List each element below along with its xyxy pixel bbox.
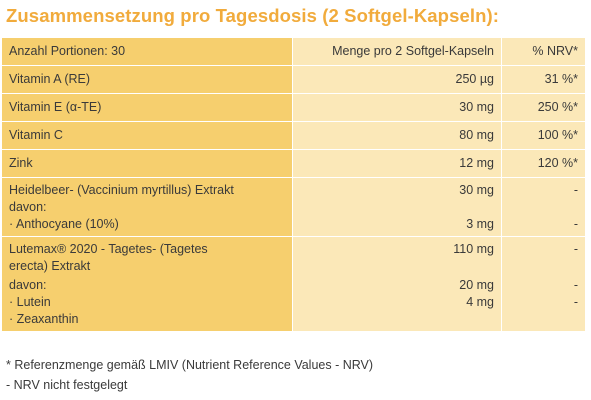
spacer xyxy=(300,258,494,277)
lutemax-sub-nrv: - xyxy=(573,278,578,292)
lutemax-nrv-cell: - - - xyxy=(501,236,586,332)
spacer xyxy=(300,311,494,328)
lutemax-nrv: - xyxy=(573,242,578,256)
spacer xyxy=(509,311,578,328)
nutrient-name: Zink xyxy=(2,149,293,178)
lutemax-amount-cell: 110 mg 20 mg 4 mg xyxy=(292,236,502,332)
zeaxanthin-name: · Zeaxanthin xyxy=(9,312,79,326)
nutrient-amount: 80 mg xyxy=(292,121,502,150)
table-row: Vitamin A (RE) 250 µg 31 %* xyxy=(2,65,586,94)
nutrient-nrv: 100 %* xyxy=(501,121,586,150)
table-row-lutemax: Lutemax® 2020 - Tagetes- (Tagetes erecta… xyxy=(2,236,586,332)
table-header-row: Anzahl Portionen: 30 Menge pro 2 Softgel… xyxy=(2,38,586,66)
nutrient-amount: 12 mg xyxy=(292,149,502,178)
lutein-name: · Lutein xyxy=(9,295,51,309)
lutemax-davon: davon: xyxy=(9,278,47,292)
heidelbeer-amount: 30 mg xyxy=(459,183,494,197)
lutemax-name-line1: Lutemax® 2020 - Tagetes- (Tagetes xyxy=(9,242,208,256)
nutrient-name: Vitamin E (α-TE) xyxy=(2,93,293,122)
heidelbeer-amount-cell: 30 mg 3 mg xyxy=(292,177,502,237)
heidelbeer-name-cell: Heidelbeer- (Vaccinium myrtillus) Extrak… xyxy=(2,177,293,237)
nutrient-nrv: 250 %* xyxy=(501,93,586,122)
spacer xyxy=(509,258,578,277)
nutrition-table: Anzahl Portionen: 30 Menge pro 2 Softgel… xyxy=(2,38,586,332)
table-row: Zink 12 mg 120 %* xyxy=(2,149,586,178)
heidelbeer-name: Heidelbeer- (Vaccinium myrtillus) Extrak… xyxy=(9,183,234,197)
lutemax-name-line2: erecta) Extrakt xyxy=(9,259,91,273)
anthocyane-amount: 3 mg xyxy=(466,217,494,231)
nutrient-name: Vitamin C xyxy=(2,121,293,150)
lutein-nrv: - xyxy=(573,295,578,309)
nutrient-name: Vitamin A (RE) xyxy=(2,65,293,94)
header-amount: Menge pro 2 Softgel-Kapseln xyxy=(292,38,502,66)
heidelbeer-davon: davon: xyxy=(9,200,47,214)
lutein-amount: 4 mg xyxy=(466,295,494,309)
nutrient-nrv: 120 %* xyxy=(501,149,586,178)
page-title: Zusammensetzung pro Tagesdosis (2 Softge… xyxy=(6,5,500,26)
anthocyane-nrv: - xyxy=(573,217,578,231)
lutemax-amount: 110 mg xyxy=(453,242,494,256)
spacer xyxy=(509,199,578,216)
heidelbeer-nrv: - xyxy=(573,183,578,197)
header-portions: Anzahl Portionen: 30 xyxy=(2,38,293,66)
lutemax-sub-amount: 20 mg xyxy=(459,278,494,292)
nutrient-nrv: 31 %* xyxy=(501,65,586,94)
anthocyane-name: · Anthocyane (10%) xyxy=(9,217,119,231)
footnote-nrv: - NRV nicht festgelegt xyxy=(6,378,128,392)
table-row: Vitamin C 80 mg 100 %* xyxy=(2,121,586,150)
header-nrv: % NRV* xyxy=(501,38,586,66)
footnote-reference: * Referenzmenge gemäß LMIV (Nutrient Ref… xyxy=(6,358,374,372)
nutrient-amount: 30 mg xyxy=(292,93,502,122)
lutemax-name-cell: Lutemax® 2020 - Tagetes- (Tagetes erecta… xyxy=(2,236,293,332)
heidelbeer-nrv-cell: - - xyxy=(501,177,586,237)
table-row: Vitamin E (α-TE) 30 mg 250 %* xyxy=(2,93,586,122)
spacer xyxy=(300,199,494,216)
nutrient-amount: 250 µg xyxy=(292,65,502,94)
table-row-heidelbeer: Heidelbeer- (Vaccinium myrtillus) Extrak… xyxy=(2,177,586,237)
